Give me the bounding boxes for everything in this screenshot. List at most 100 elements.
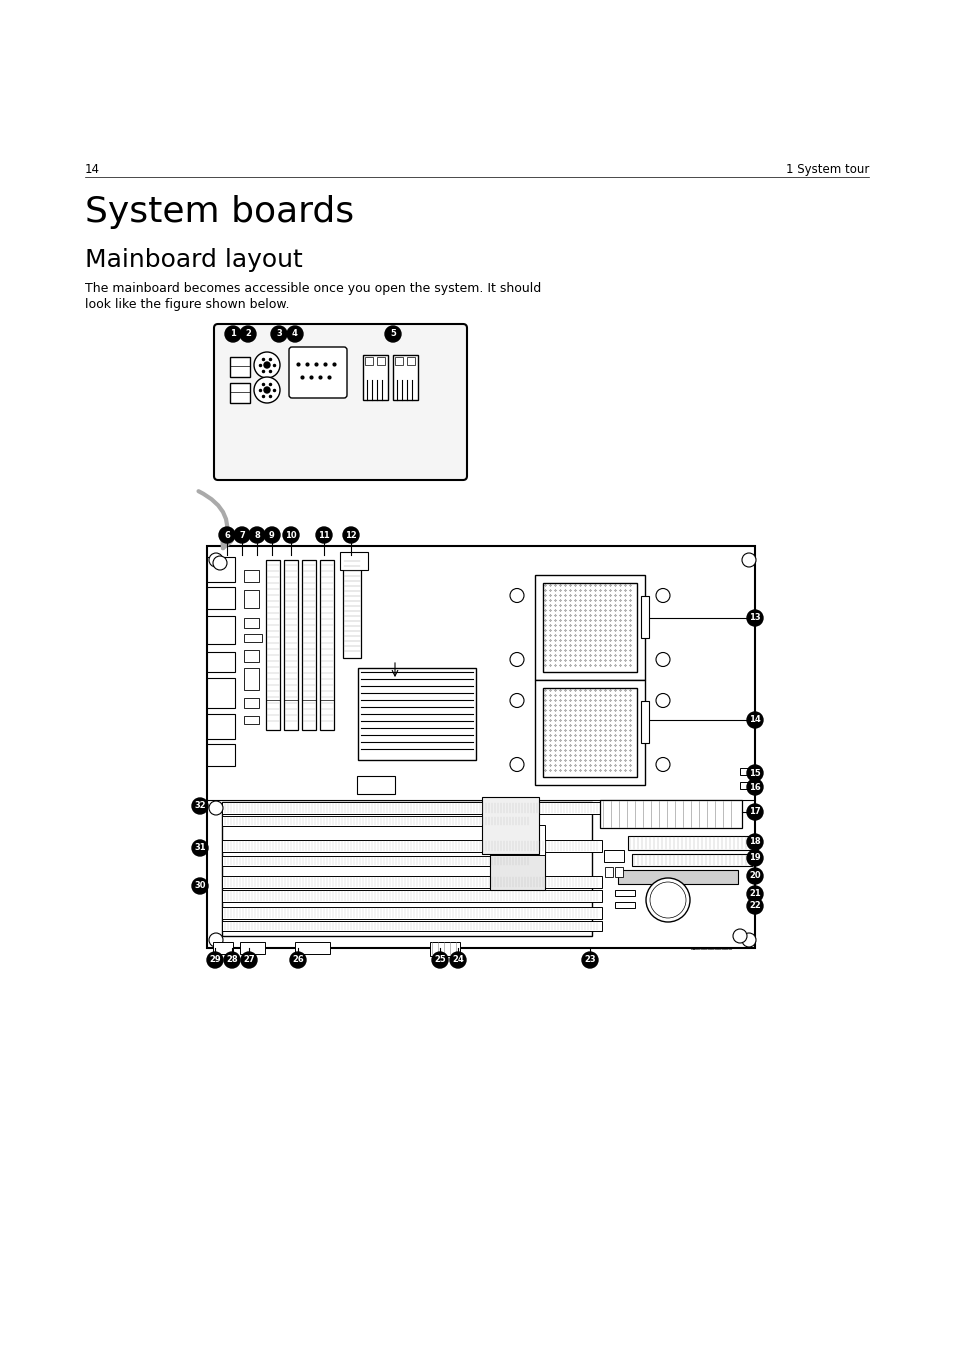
Circle shape [192,840,208,857]
Text: 5: 5 [390,330,395,339]
Bar [615,902,635,908]
Bar [319,561,334,730]
Bar [395,357,402,365]
Bar [363,355,388,400]
Text: 1: 1 [230,330,235,339]
Text: 4: 4 [292,330,297,339]
Bar [207,616,234,644]
Bar [376,357,385,365]
FancyArrowPatch shape [198,492,232,549]
Text: 23: 23 [583,955,596,965]
Circle shape [746,765,762,781]
Bar [222,802,592,936]
Bar [222,890,601,902]
Text: 15: 15 [748,769,760,777]
Bar [343,558,360,658]
Circle shape [233,527,250,543]
Bar [407,357,415,365]
Bar [207,546,754,948]
Bar [244,570,258,582]
Bar [490,825,544,855]
Text: 28: 28 [226,955,237,965]
Text: 32: 32 [194,801,206,811]
Text: 10: 10 [285,531,296,539]
Text: 30: 30 [194,881,206,890]
Bar [603,850,623,862]
Text: 12: 12 [345,531,356,539]
Bar [230,382,250,403]
Circle shape [209,801,223,815]
Text: 1 System tour: 1 System tour [785,163,868,176]
Text: 25: 25 [434,955,445,965]
Bar [207,653,234,671]
Bar [207,557,234,582]
Text: 2: 2 [245,330,251,339]
Circle shape [213,557,227,570]
Circle shape [746,867,762,884]
Text: 9: 9 [269,531,274,539]
Circle shape [209,553,223,567]
Bar [222,802,601,815]
Bar [244,590,258,608]
Circle shape [746,898,762,915]
Bar [627,836,758,850]
Circle shape [271,326,287,342]
Circle shape [224,952,240,969]
Circle shape [649,882,685,917]
Bar [357,667,476,761]
Circle shape [241,952,256,969]
Circle shape [192,798,208,815]
Circle shape [656,758,669,771]
Circle shape [249,527,265,543]
Bar [244,650,258,662]
Bar [356,775,395,794]
Bar [542,584,637,671]
Text: 6: 6 [224,531,230,539]
Text: The mainboard becomes accessible once you open the system. It should: The mainboard becomes accessible once yo… [85,282,540,295]
Text: 18: 18 [748,838,760,847]
Circle shape [450,952,465,969]
Text: 22: 22 [748,901,760,911]
Text: 13: 13 [748,613,760,623]
Bar [640,596,648,638]
Circle shape [253,353,280,378]
Circle shape [746,886,762,902]
Bar [244,698,258,708]
Circle shape [746,611,762,626]
Circle shape [240,326,255,342]
Circle shape [656,693,669,708]
Circle shape [746,712,762,728]
Bar [244,716,258,724]
Circle shape [219,527,234,543]
Bar [604,867,613,877]
Bar [222,875,601,888]
Text: 7: 7 [239,531,245,539]
Bar [207,713,234,739]
Bar [222,816,532,825]
Text: 20: 20 [748,871,760,881]
Text: 19: 19 [748,854,760,862]
Text: 17: 17 [748,808,760,816]
Text: 27: 27 [243,955,254,965]
Circle shape [253,377,280,403]
Bar [213,942,233,954]
Text: look like the figure shown below.: look like the figure shown below. [85,299,289,311]
Bar [284,561,297,730]
Circle shape [207,952,223,969]
Bar [240,942,265,954]
Bar [490,840,544,890]
Circle shape [290,952,306,969]
Text: 8: 8 [253,531,259,539]
Bar [222,907,601,919]
Bar [615,867,622,877]
Circle shape [287,326,303,342]
FancyBboxPatch shape [213,324,467,480]
Circle shape [225,326,241,342]
Bar [244,667,258,690]
Text: System boards: System boards [85,195,354,230]
Circle shape [264,527,280,543]
Circle shape [656,589,669,603]
Bar [222,921,601,931]
Bar [631,854,751,866]
Circle shape [315,527,332,543]
